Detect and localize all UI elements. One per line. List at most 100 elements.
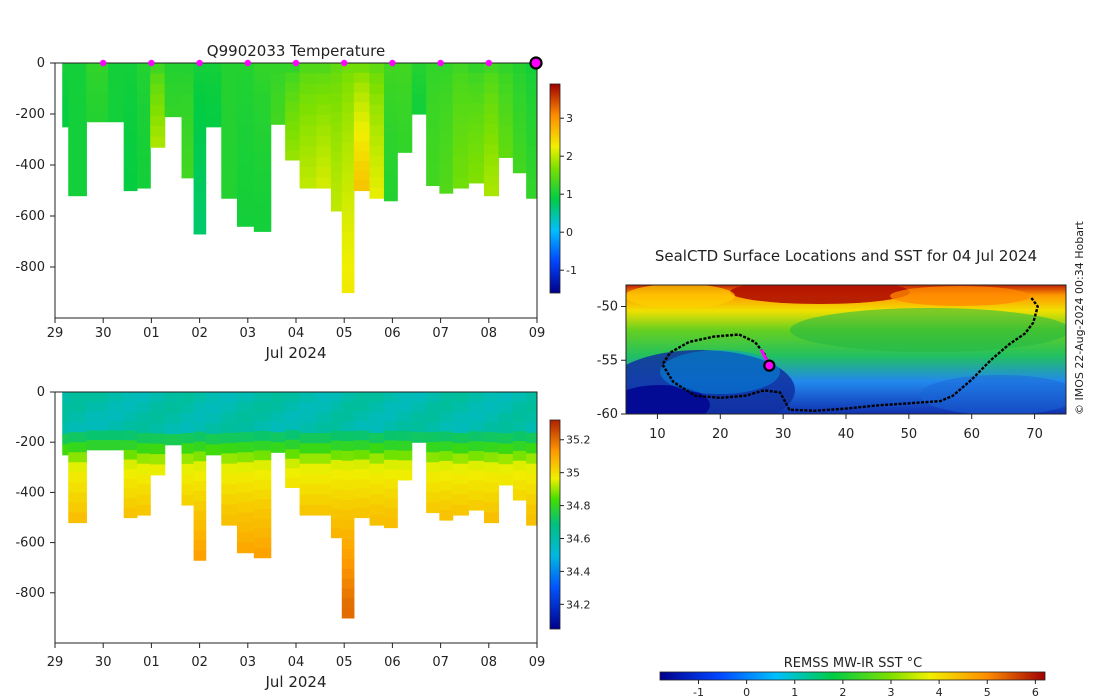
temperature-cell [253,211,272,222]
salinity-cell [411,412,427,423]
salinity-cell [236,392,255,403]
temperature-cell [397,72,413,84]
salinity-cell [236,502,255,514]
temperature-cell [439,133,454,144]
temperature-cell [285,150,301,161]
temperature-cell [468,112,485,124]
temperature-cell [221,104,238,116]
salinity-cell [341,431,355,442]
x-tick-label: 01 [143,326,160,341]
temperature-cell [123,180,138,192]
salinity-cell [353,420,371,432]
salinity-cell [123,488,138,499]
salinity-cell [68,472,87,483]
salinity-cell [526,514,537,526]
salinity-cell [164,434,183,446]
temperature-cell [526,166,537,178]
temperature-cell [285,63,301,74]
salinity-cell [316,432,332,444]
salinity-cell [123,459,138,470]
temperature-cell [150,105,166,117]
salinity-cell [253,411,272,422]
salinity-cell [123,401,138,412]
temperature-cell [369,177,385,189]
salinity-cell [341,578,355,590]
salinity-cell [236,412,255,423]
salinity-cell [299,504,318,516]
salinity-cell [108,420,125,432]
temperature-cell [341,282,355,294]
temperature-cell [383,122,398,133]
salinity-cell [341,490,355,501]
colorbar-tick-label: 34.2 [566,598,591,611]
salinity-cell [123,430,138,441]
salinity-cell [193,431,207,443]
salinity-cell [353,478,371,490]
salinity-cell [439,401,454,413]
temperature-cell [316,135,332,147]
salinity-cell [236,522,255,534]
salinity-cell [181,443,195,455]
salinity-cell [150,392,166,403]
seal-track [661,297,1040,413]
salinity-cell [150,423,166,435]
temperature-cell [526,63,537,74]
temperature-cell [150,84,166,96]
temperature-cell [253,221,272,232]
salinity-cell [181,453,195,465]
temperature-cell [468,122,485,134]
salinity-cell [299,392,318,403]
salinity-cell [205,433,222,445]
salinity-cell [341,568,355,580]
temperature-cell [68,93,87,105]
temperature-cell [285,130,301,142]
salinity-cell [136,432,151,444]
temperature-cell [62,94,69,107]
temperature-cell [221,114,238,126]
colorbar-tick-label: 2 [566,150,573,163]
temperature-cell [164,84,183,96]
temperature-cell [68,134,87,146]
salinity-cell [108,440,125,451]
salinity-cell [369,504,385,516]
warm-patch-northwest [626,285,735,308]
salinity-cell [512,401,527,413]
salinity-cell [253,489,272,500]
salinity-cell [299,484,318,496]
temperature-cell [221,83,238,95]
salinity-cell [468,392,485,403]
salinity-cell [369,402,385,414]
salinity-cell [426,452,440,463]
salinity-cell [150,433,166,445]
temperature-cell [270,73,286,84]
salinity-cell [316,402,332,414]
temperature-cell [483,185,500,197]
salinity-cell [236,452,255,463]
temperature-cell [236,165,255,176]
temperature-cell [205,73,222,85]
salinity-cell [341,598,355,609]
temperature-cell [439,103,454,114]
salinity-cell [181,412,195,424]
salinity-cell [181,494,195,506]
surface-markers [100,56,543,70]
salinity-cell [253,440,272,452]
surface-marker [148,59,155,67]
salinity-cell [123,440,138,451]
salinity-cell [353,440,371,451]
temperature-cell [369,146,385,158]
temperature-cell [236,103,255,115]
salinity-cell [108,411,125,422]
temperature-cell [483,103,500,115]
temperature-cell [68,103,87,115]
temperature-cell [341,122,355,134]
temperature-cell [439,83,454,94]
salinity-cell [439,411,454,423]
temperature-cell [316,125,332,137]
temperature-cell [353,180,371,192]
salinity-cell [253,450,272,461]
salinity-cell [512,431,527,442]
salinity-cell [205,423,222,435]
salinity-cell [468,490,485,501]
temperature-cell [236,63,255,74]
